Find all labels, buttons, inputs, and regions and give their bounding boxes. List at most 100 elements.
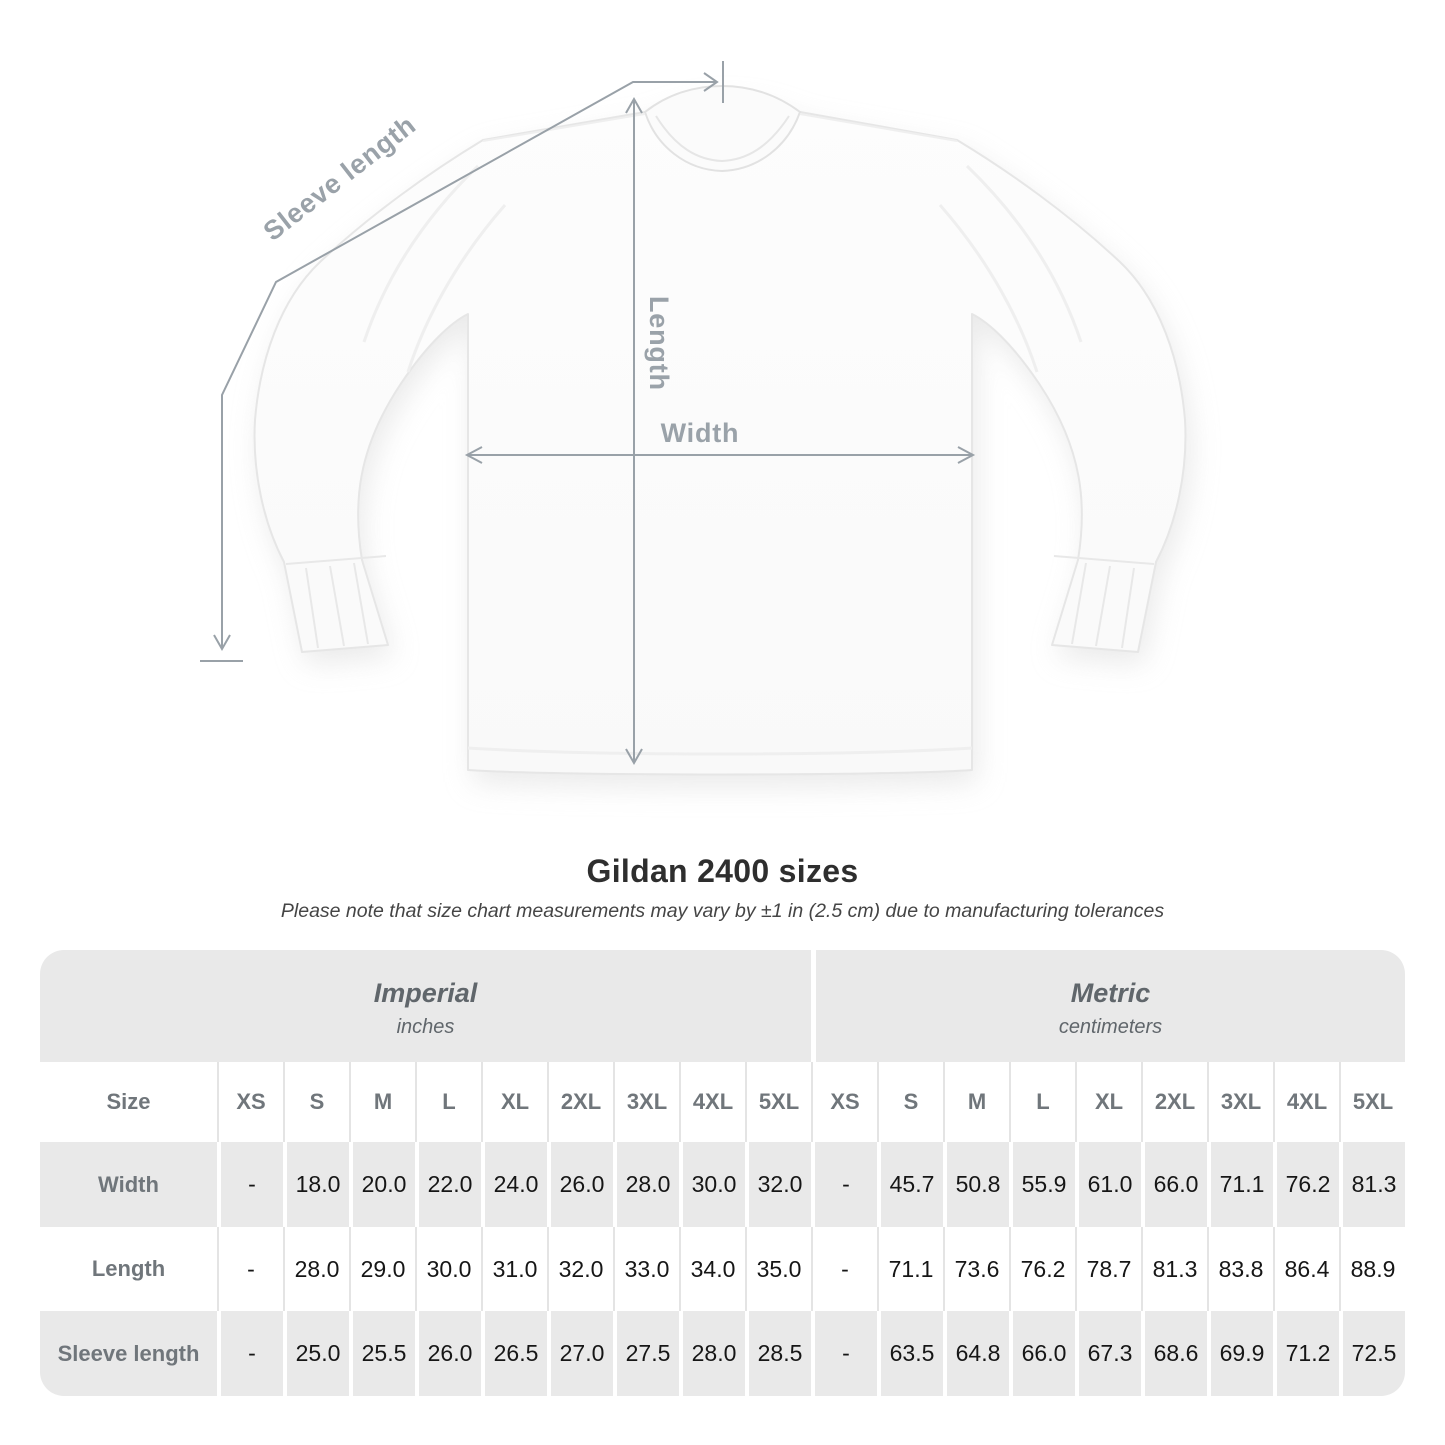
size-header-row: Size XS S M L XL 2XL 3XL 4XL 5XL XS S M L XL 2XL 3XL 4XL 5… bbox=[40, 1062, 1405, 1142]
measurement-value: - bbox=[217, 1311, 283, 1396]
size-column-header: 2XL bbox=[547, 1062, 613, 1142]
width-line bbox=[464, 446, 976, 464]
measurement-value: 27.5 bbox=[613, 1311, 679, 1396]
measurement-value: 22.0 bbox=[415, 1142, 481, 1227]
row-label: Length bbox=[91, 1256, 166, 1281]
size-column-header: S bbox=[877, 1062, 943, 1142]
size-column-header: XS bbox=[811, 1062, 877, 1142]
measurement-value: 69.9 bbox=[1207, 1311, 1273, 1396]
shirt-body bbox=[253, 93, 1187, 776]
measurement-value: - bbox=[217, 1227, 283, 1311]
measurement-value: 26.0 bbox=[415, 1311, 481, 1396]
measurement-value: 28.0 bbox=[283, 1227, 349, 1311]
measurement-value: 71.1 bbox=[877, 1227, 943, 1311]
metric-group-header: Metric centimeters bbox=[811, 950, 1405, 1062]
size-column-header: 4XL bbox=[679, 1062, 745, 1142]
measurement-lines bbox=[200, 61, 976, 766]
measurement-value: 28.0 bbox=[613, 1142, 679, 1227]
cuff-right bbox=[1053, 555, 1155, 649]
measurement-value: 72.5 bbox=[1339, 1311, 1405, 1396]
page-title: Gildan 2400 sizes bbox=[586, 853, 859, 889]
measurement-value: 18.0 bbox=[283, 1142, 349, 1227]
measurement-value: 64.8 bbox=[943, 1311, 1009, 1396]
metric-title: Metric bbox=[1070, 977, 1151, 1008]
measurement-value: 30.0 bbox=[679, 1142, 745, 1227]
size-column-header: M bbox=[349, 1062, 415, 1142]
measurement-value: 24.0 bbox=[481, 1142, 547, 1227]
measurement-value: 28.0 bbox=[679, 1311, 745, 1396]
measurement-value: 20.0 bbox=[349, 1142, 415, 1227]
measurement-value: 27.0 bbox=[547, 1311, 613, 1396]
measurement-value: 61.0 bbox=[1075, 1142, 1141, 1227]
measurement-value: 86.4 bbox=[1273, 1227, 1339, 1311]
measurement-value: 29.0 bbox=[349, 1227, 415, 1311]
measurement-value: 32.0 bbox=[745, 1142, 811, 1227]
size-column-header: 4XL bbox=[1273, 1062, 1339, 1142]
measurement-value: 81.3 bbox=[1141, 1227, 1207, 1311]
imperial-unit: inches bbox=[396, 1015, 455, 1038]
measurement-value: 63.5 bbox=[877, 1311, 943, 1396]
measurement-value: 26.0 bbox=[547, 1142, 613, 1227]
tolerance-note: Please note that size chart measurements… bbox=[280, 900, 1165, 922]
size-column-header: S bbox=[283, 1062, 349, 1142]
length-line bbox=[625, 96, 643, 766]
size-column-header: 3XL bbox=[1207, 1062, 1273, 1142]
cuff-left bbox=[285, 555, 387, 649]
measurement-value: 88.9 bbox=[1339, 1227, 1405, 1311]
size-column-header: M bbox=[943, 1062, 1009, 1142]
size-column-header: XL bbox=[481, 1062, 547, 1142]
measurement-value: 81.3 bbox=[1339, 1142, 1405, 1227]
measurement-value: 66.0 bbox=[1009, 1311, 1075, 1396]
measurement-value: 31.0 bbox=[481, 1227, 547, 1311]
measurement-row: Sleeve length -25.0 25.5 26.0 26.5 27.0 27.5 28… bbox=[40, 1311, 1405, 1396]
collar bbox=[643, 84, 802, 173]
size-column-header: 5XL bbox=[745, 1062, 811, 1142]
measurement-value: 67.3 bbox=[1075, 1311, 1141, 1396]
measurement-value: - bbox=[811, 1227, 877, 1311]
measurement-value: 68.6 bbox=[1141, 1311, 1207, 1396]
sleeve-length-line bbox=[200, 61, 724, 662]
measurement-value: 73.6 bbox=[943, 1227, 1009, 1311]
imperial-title: Imperial bbox=[373, 977, 478, 1008]
measurement-value: 32.0 bbox=[547, 1227, 613, 1311]
size-column-header: XL bbox=[1075, 1062, 1141, 1142]
measurement-value: 66.0 bbox=[1141, 1142, 1207, 1227]
size-table: Imperial inches Metric centimeters Size X… bbox=[40, 950, 1405, 1396]
long-sleeve-shirt-illustration bbox=[200, 61, 1191, 787]
row-label: Sleeve length bbox=[57, 1340, 200, 1366]
measurement-value: 34.0 bbox=[679, 1227, 745, 1311]
measurement-value: 45.7 bbox=[877, 1142, 943, 1227]
measurement-value: 55.9 bbox=[1009, 1142, 1075, 1227]
measurement-value: 26.5 bbox=[481, 1311, 547, 1396]
size-column-header: L bbox=[415, 1062, 481, 1142]
size-header-cell: Size bbox=[106, 1089, 151, 1114]
measurement-row: Length -28.0 29.0 30.0 31.0 32.0 33.0 34.0 35.0-… bbox=[40, 1227, 1405, 1311]
measurement-value: - bbox=[811, 1142, 877, 1227]
shirt-diagram: Sleeve length Length Width bbox=[200, 61, 1191, 787]
measurement-value: 83.8 bbox=[1207, 1227, 1273, 1311]
measurement-value: 35.0 bbox=[745, 1227, 811, 1311]
imperial-group-header: Imperial inches bbox=[40, 950, 811, 1062]
size-column-header: XS bbox=[217, 1062, 283, 1142]
measurement-value: 33.0 bbox=[613, 1227, 679, 1311]
measurement-value: 50.8 bbox=[943, 1142, 1009, 1227]
collar-inner-seam bbox=[655, 115, 790, 163]
measurement-value: 28.5 bbox=[745, 1311, 811, 1396]
row-label: Width bbox=[98, 1171, 159, 1197]
measurement-value: 78.7 bbox=[1075, 1227, 1141, 1311]
length-label: Length bbox=[644, 296, 674, 391]
fabric-creases bbox=[362, 113, 1083, 756]
size-column-header: L bbox=[1009, 1062, 1075, 1142]
size-column-header: 5XL bbox=[1339, 1062, 1405, 1142]
measurement-value: 71.2 bbox=[1273, 1311, 1339, 1396]
unit-group-header-row: Imperial inches Metric centimeters bbox=[40, 950, 1405, 1062]
measurement-value: 30.0 bbox=[415, 1227, 481, 1311]
measurement-value: 25.0 bbox=[283, 1311, 349, 1396]
measurement-value: - bbox=[217, 1142, 283, 1227]
measurement-value: 76.2 bbox=[1273, 1142, 1339, 1227]
measurement-value: 71.1 bbox=[1207, 1142, 1273, 1227]
size-column-header: 2XL bbox=[1141, 1062, 1207, 1142]
measurement-row: Width -18.0 20.0 22.0 24.0 26.0 28.0 30.0 32.0-4… bbox=[40, 1142, 1405, 1227]
measurement-value: 25.5 bbox=[349, 1311, 415, 1396]
